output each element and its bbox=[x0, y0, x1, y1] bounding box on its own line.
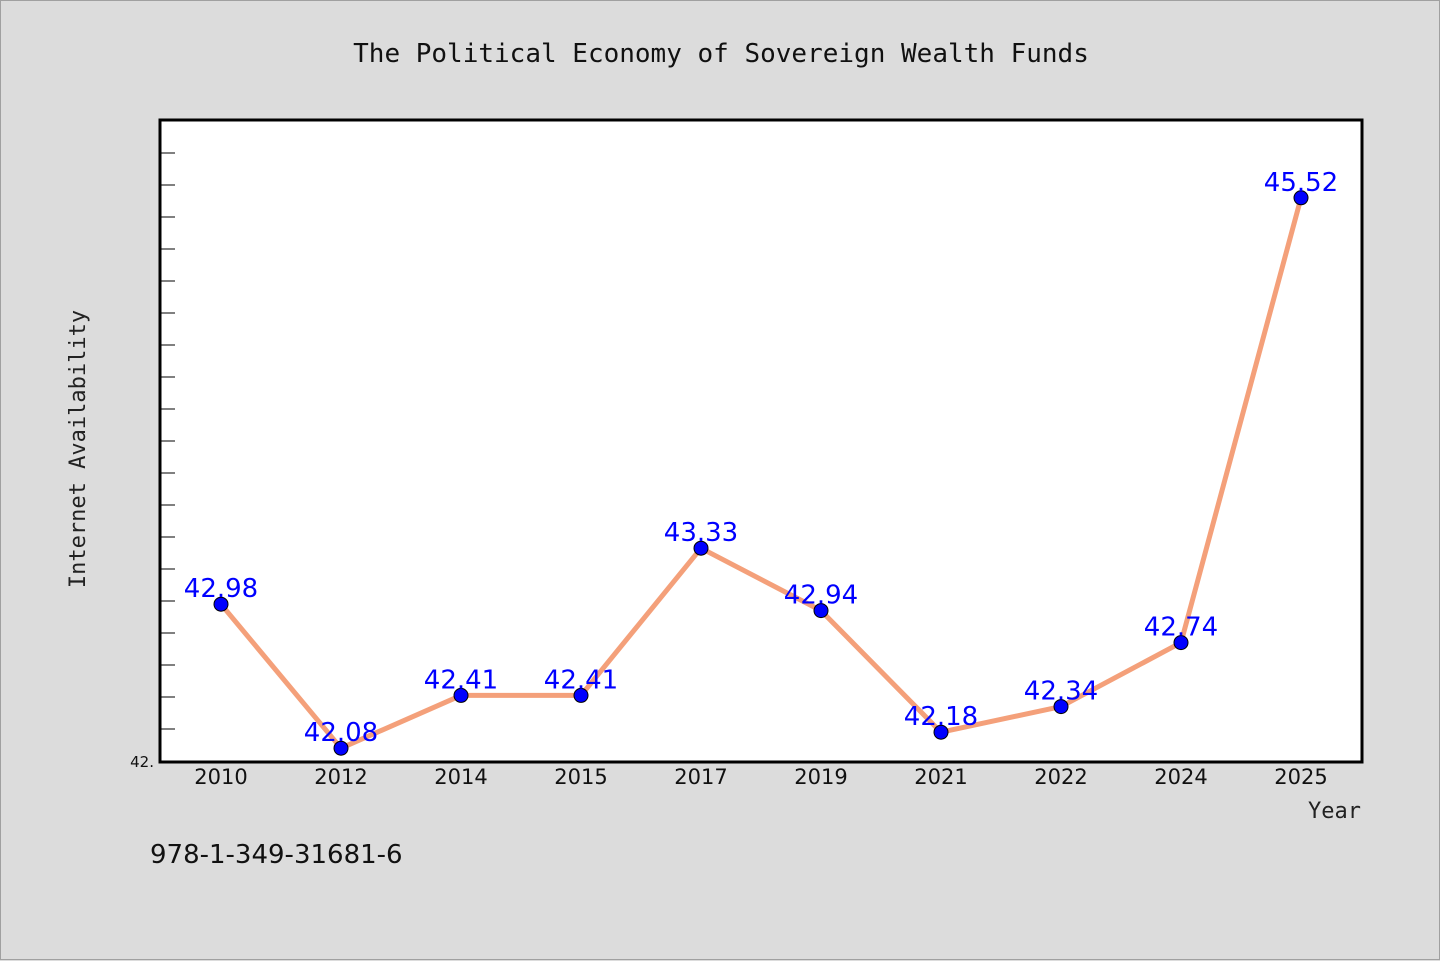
data-label: 43.33 bbox=[664, 518, 738, 548]
data-label: 42.34 bbox=[1024, 677, 1098, 707]
data-point bbox=[933, 724, 949, 740]
data-point bbox=[333, 740, 349, 756]
y-axis-ticks bbox=[161, 120, 175, 762]
x-tick-label: 2019 bbox=[794, 765, 847, 789]
data-label: 42.94 bbox=[784, 581, 858, 611]
data-label: 42.41 bbox=[424, 665, 498, 695]
x-tick-label: 2025 bbox=[1274, 765, 1327, 789]
data-label: 42.98 bbox=[184, 574, 258, 604]
x-tick-label: 2012 bbox=[314, 765, 367, 789]
plot-area bbox=[158, 118, 1364, 764]
x-tick-label: 2022 bbox=[1034, 765, 1087, 789]
data-point bbox=[453, 687, 469, 703]
y-axis-label: Internet Availability bbox=[66, 310, 91, 588]
data-point bbox=[1173, 635, 1189, 651]
data-point bbox=[213, 596, 229, 612]
data-point bbox=[693, 540, 709, 556]
data-point bbox=[1293, 190, 1309, 206]
data-label: 45.52 bbox=[1264, 168, 1338, 198]
x-tick-label: 2015 bbox=[554, 765, 607, 789]
x-tick-label: 2010 bbox=[194, 765, 247, 789]
data-label: 42.41 bbox=[544, 665, 618, 695]
data-point bbox=[813, 603, 829, 619]
series-markers bbox=[213, 190, 1309, 756]
chart-title: The Political Economy of Sovereign Wealt… bbox=[353, 39, 1089, 69]
isbn-text: 978-1-349-31681-6 bbox=[150, 840, 403, 870]
data-label: 42.74 bbox=[1144, 613, 1218, 643]
data-labels: 42.98 42.08 42.41 42.41 43.33 42.94 42.18 42.34… bbox=[184, 168, 1338, 748]
x-tick-label: 2014 bbox=[434, 765, 487, 789]
x-axis-label: Year bbox=[1308, 799, 1361, 824]
series-line bbox=[219, 197, 1304, 751]
data-point bbox=[573, 687, 589, 703]
x-tick-label: 2017 bbox=[674, 765, 727, 789]
y-tick-label: 42. bbox=[130, 753, 154, 771]
x-axis-ticks: 2010 2012 2014 2015 2017 2019 2021 2022 2024 2025 bbox=[194, 765, 1327, 789]
data-point bbox=[1053, 699, 1069, 715]
x-tick-label: 2024 bbox=[1154, 765, 1207, 789]
data-label: 42.08 bbox=[304, 718, 378, 748]
x-tick-label: 2021 bbox=[914, 765, 967, 789]
data-label: 42.18 bbox=[904, 702, 978, 732]
series-line-group bbox=[219, 197, 1304, 751]
